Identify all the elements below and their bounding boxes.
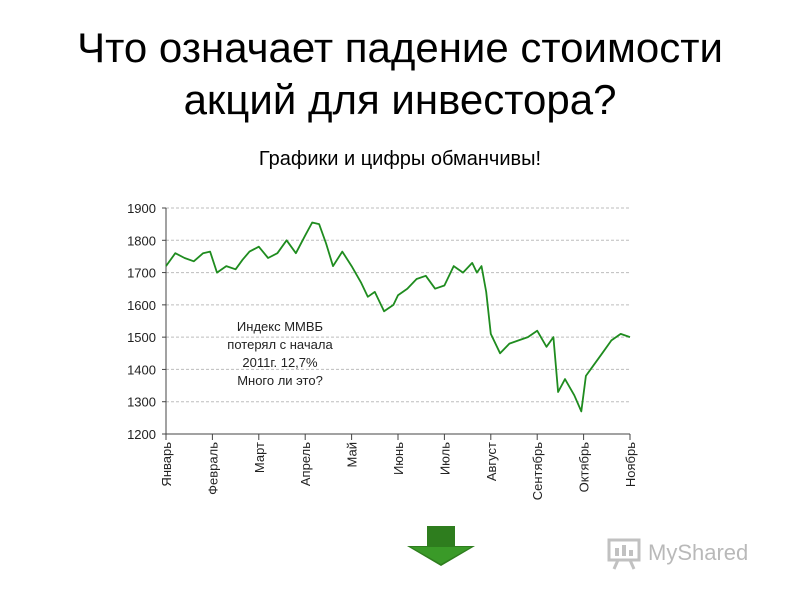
annotation-line-2: потерял с начала — [227, 337, 333, 352]
x-tick-label: Июнь — [391, 442, 406, 475]
y-tick-label: 1400 — [127, 362, 156, 377]
x-tick-label: Сентябрь — [530, 442, 545, 500]
annotation-line-1: Индекс ММВБ — [236, 319, 324, 334]
x-tick-label: Май — [345, 442, 360, 467]
x-tick-label: Январь — [159, 442, 174, 487]
annotation-line-3: 2011г. 12,7% — [242, 355, 318, 370]
watermark: MyShared — [606, 536, 776, 572]
y-tick-label: 1800 — [127, 233, 156, 248]
x-tick-label: Август — [484, 442, 499, 481]
y-tick-label: 1500 — [127, 330, 156, 345]
x-tick-label: Март — [252, 442, 267, 473]
y-tick-label: 1900 — [127, 201, 156, 216]
presentation-board-icon — [607, 538, 641, 570]
title-line-1: Что означает падение стоимости — [77, 24, 723, 71]
slide-subtitle: Графики и цифры обманчивы! — [258, 148, 542, 170]
title-line-2: акций для инвестора? — [183, 76, 617, 123]
x-tick-label: Апрель — [298, 442, 313, 486]
x-tick-label: Июль — [437, 442, 452, 475]
y-tick-label: 1700 — [127, 266, 156, 281]
y-tick-label: 1300 — [127, 395, 156, 410]
y-tick-label: 1600 — [127, 298, 156, 313]
chart-series — [165, 221, 631, 413]
slide-title: Что означает падение стоимости акций для… — [0, 22, 800, 126]
y-tick-label: 1200 — [127, 427, 156, 442]
x-tick-label: Октябрь — [577, 442, 592, 493]
y-tick-labels: 1900 1800 1700 1600 1500 1400 1300 1200 — [127, 201, 156, 442]
annotation-line-4: Много ли это? — [237, 373, 323, 388]
down-arrow-icon — [407, 526, 475, 566]
x-tick-label: Февраль — [205, 442, 220, 495]
x-tick-label: Ноябрь — [623, 442, 638, 487]
watermark-text: MyShared — [648, 540, 749, 565]
x-tick-labels: Январь Февраль Март Апрель Май Июнь Июль Август… — [159, 442, 638, 500]
chart-axes — [162, 207, 631, 440]
series-line — [165, 221, 631, 413]
chart-annotation: Индекс ММВБ потерял с начала 2011г. 12,7… — [200, 318, 360, 390]
